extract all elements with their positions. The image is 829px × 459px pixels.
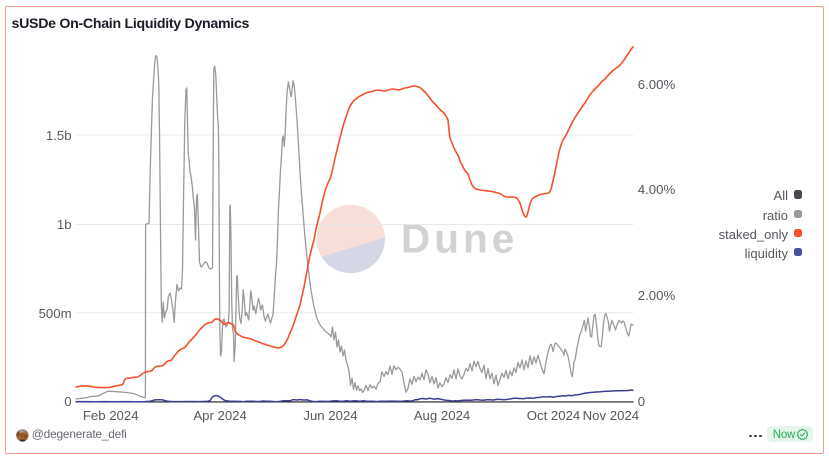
svg-text:Dune: Dune bbox=[401, 216, 518, 262]
